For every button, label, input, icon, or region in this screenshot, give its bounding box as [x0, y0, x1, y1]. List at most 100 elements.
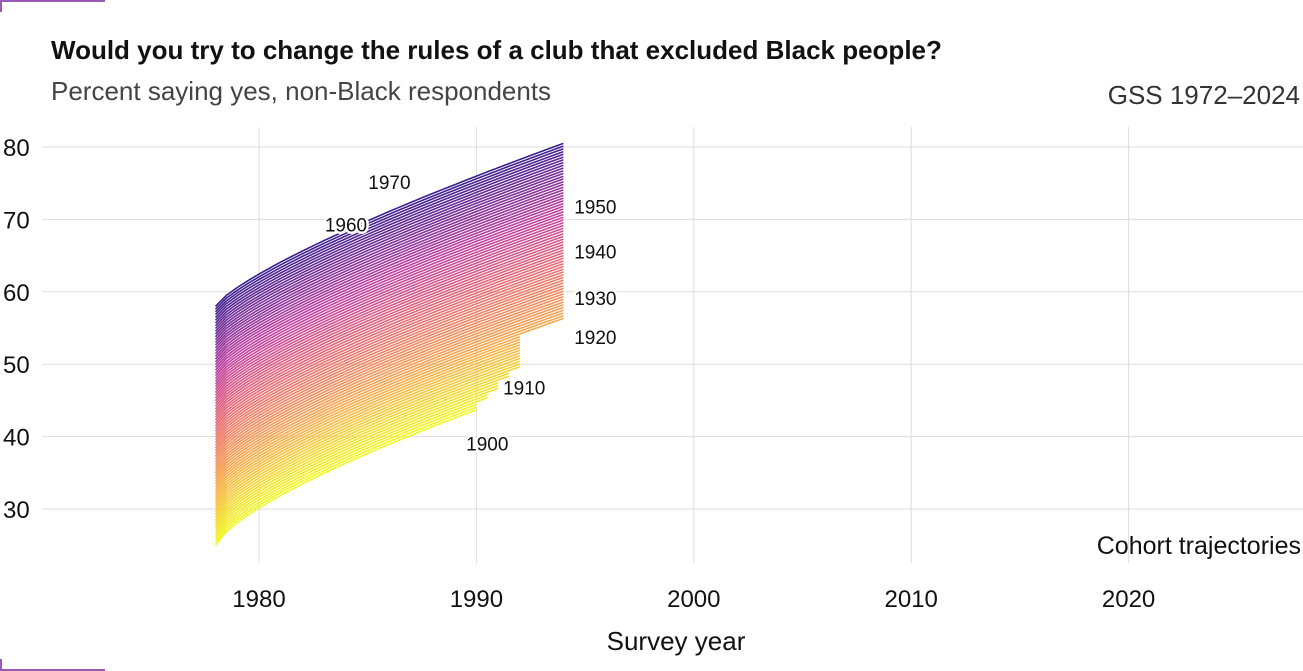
cohort-line	[214, 167, 564, 332]
cohort-line	[214, 224, 564, 391]
cohort-line	[214, 175, 564, 341]
cohort-line	[214, 172, 564, 338]
cohort-line	[214, 396, 488, 538]
cohort-line	[214, 148, 564, 313]
cohort-line	[214, 279, 564, 446]
cohort-line	[214, 276, 564, 443]
chart-subtitle: Percent saying yes, non-Black respondent…	[51, 76, 552, 106]
cohort-line	[214, 346, 521, 499]
cohort-line	[214, 360, 521, 513]
cohort-line	[214, 221, 564, 388]
cohort-line	[214, 372, 510, 521]
source-caption: GSS 1972–2024	[1107, 80, 1300, 110]
cohort-line	[214, 363, 521, 516]
cohort-line	[214, 406, 477, 543]
x-axis: 1980 1990 2000 2010 2020	[232, 586, 1155, 613]
cohort-line	[214, 338, 521, 491]
panel-label: Cohort trajectories	[1097, 532, 1301, 560]
cohort-line	[214, 194, 564, 360]
y-tick-label: 30	[3, 497, 30, 524]
cohort-line	[214, 271, 564, 438]
cohort-line	[214, 293, 564, 460]
cohort-line	[214, 227, 564, 393]
cohort-line	[214, 153, 564, 318]
x-axis-title: Survey year	[607, 626, 746, 656]
cohort-line	[214, 375, 510, 524]
y-tick-label: 70	[3, 207, 30, 234]
cohort-line	[214, 315, 564, 482]
cohort-line	[214, 238, 564, 405]
cohort-line	[214, 352, 521, 505]
cohort-line	[214, 268, 564, 435]
cohort-label: 1910	[503, 379, 545, 400]
cohort-line	[214, 306, 564, 474]
cohort-line	[214, 235, 564, 402]
cohort-line	[214, 164, 564, 330]
cohort-line	[214, 254, 564, 421]
cohort-line	[214, 384, 499, 530]
y-tick-label: 80	[3, 135, 30, 162]
cohort-line	[214, 241, 564, 407]
cohort-line	[214, 260, 564, 427]
cohort-line	[214, 232, 564, 399]
cohort-line	[214, 344, 521, 496]
cohort-line	[214, 186, 564, 352]
cohort-line	[214, 216, 564, 382]
cohort-line	[214, 246, 564, 413]
cohort-line	[214, 282, 564, 449]
cohort-label: 1970	[368, 173, 410, 194]
cohort-line	[214, 189, 564, 355]
cohort-line	[214, 357, 521, 510]
chart-title: Would you try to change the rules of a c…	[51, 35, 942, 65]
cohort-line	[214, 211, 564, 377]
cohort-line	[214, 295, 564, 463]
cohort-label: 1930	[574, 289, 616, 310]
top-corner-mark-vertical	[0, 0, 2, 12]
cohort-label: 1920	[574, 328, 616, 349]
cohort-label: 1950	[574, 198, 616, 219]
bottom-corner-mark	[0, 669, 105, 671]
cohort-line	[214, 142, 564, 307]
cohort-line	[214, 309, 564, 477]
cohort-line	[214, 290, 564, 457]
cohort-line	[214, 287, 564, 455]
cohort-line	[214, 208, 564, 374]
bottom-corner-mark-vertical	[0, 659, 2, 671]
cohort-labels: 1970 1960 1950 1940 1930 1920 1910 1900	[322, 170, 619, 457]
cohort-line	[214, 183, 564, 349]
cohort-line	[214, 365, 521, 518]
cohort-line	[214, 197, 564, 363]
cohort-line	[214, 341, 521, 493]
top-corner-mark	[0, 0, 105, 2]
x-tick-label: 2000	[667, 586, 720, 613]
cohort-line	[214, 230, 564, 396]
cohort-label: 1960	[325, 216, 367, 237]
cohort-line	[214, 169, 564, 335]
cohort-line	[214, 312, 564, 480]
cohort-label: 1900	[466, 434, 508, 455]
cohort-line	[214, 156, 564, 321]
cohort-line	[214, 349, 521, 502]
cohort-line	[214, 263, 564, 430]
cohort-line	[214, 202, 564, 368]
cohort-line	[214, 394, 488, 535]
y-axis: 30 40 50 60 70 80	[3, 135, 30, 524]
cohort-line	[214, 257, 564, 424]
cohort-line	[214, 180, 564, 346]
cohort-line	[214, 178, 564, 343]
cohort-label: 1940	[574, 242, 616, 263]
cohort-line	[214, 304, 564, 471]
y-tick-label: 60	[3, 280, 30, 307]
y-tick-label: 50	[3, 352, 30, 379]
cohort-line	[214, 403, 477, 541]
cohort-line	[214, 335, 521, 488]
cohort-line	[214, 409, 477, 546]
cohort-line	[214, 284, 564, 452]
cohort-line	[214, 145, 564, 310]
cohort-line	[214, 265, 564, 432]
cohort-line	[214, 301, 564, 468]
cohort-line	[214, 249, 564, 416]
cohort-line	[214, 161, 564, 327]
cohort-line	[214, 200, 564, 366]
x-tick-label: 1980	[232, 586, 285, 613]
